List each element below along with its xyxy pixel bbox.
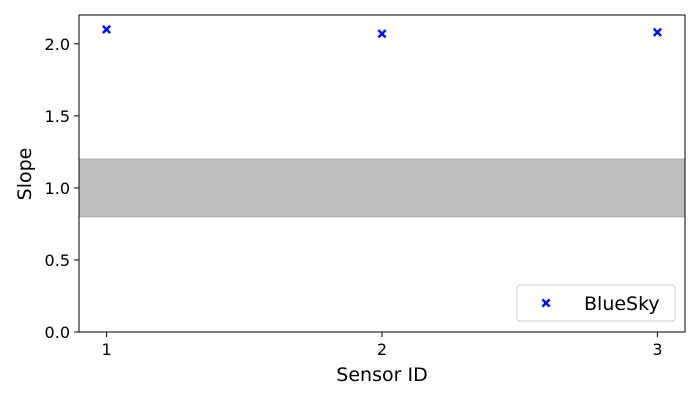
- legend-label: BlueSky: [584, 293, 660, 315]
- x-axis-label: Sensor ID: [336, 364, 427, 386]
- x-tick-label: 1: [101, 340, 111, 359]
- legend-marker: [541, 298, 551, 308]
- axes-layer: 1 2 3 0.0 0.5 1.0 1.5 2.0: [45, 14, 686, 359]
- legend-box: [516, 284, 676, 322]
- y-axis-label: Slope: [14, 148, 36, 201]
- y-tick-label: 2.0: [45, 35, 70, 54]
- y-tick-label: 0.0: [45, 323, 70, 342]
- x-tick-label: 2: [377, 340, 387, 359]
- shaded-band-layer: [78, 158, 686, 218]
- data-point: [652, 27, 662, 37]
- data-point: [377, 29, 387, 39]
- x-tick-label: 3: [652, 340, 662, 359]
- data-points-layer: [102, 24, 662, 39]
- data-point: [102, 24, 112, 34]
- y-tick-label: 0.5: [45, 251, 70, 270]
- y-tick-label: 1.5: [45, 107, 70, 126]
- legend: BlueSky: [516, 284, 676, 322]
- shaded-band: [78, 158, 686, 218]
- y-tick-label: 1.0: [45, 179, 70, 198]
